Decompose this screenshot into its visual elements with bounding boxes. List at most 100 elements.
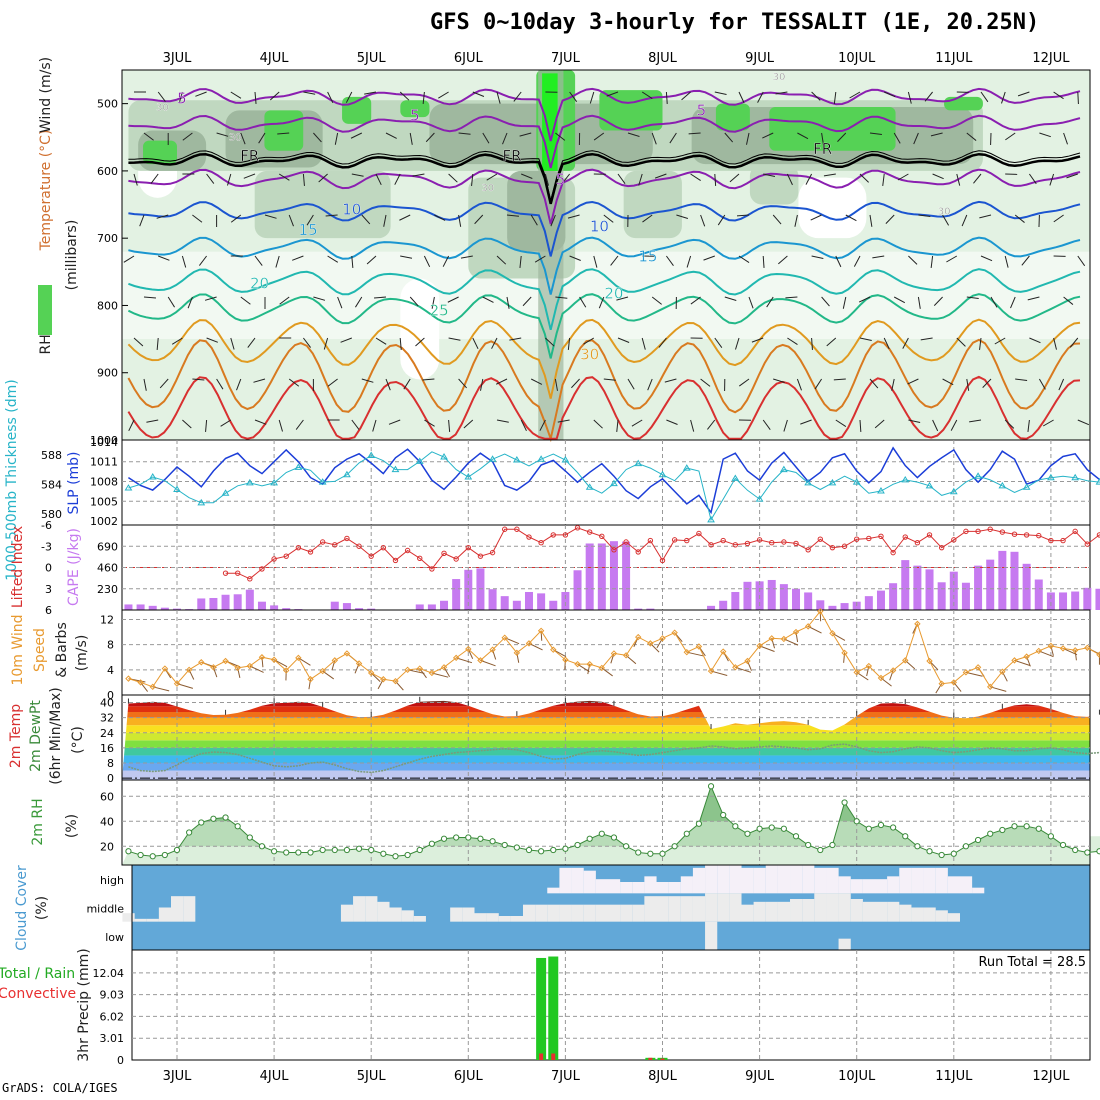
cape-bar xyxy=(743,581,752,610)
rh-point xyxy=(659,850,666,857)
wind-barb xyxy=(327,255,339,263)
rh-point xyxy=(173,846,181,854)
wind-barb xyxy=(480,378,484,391)
wind-speed-point xyxy=(198,659,205,666)
wind-speed-point xyxy=(768,635,775,642)
wind-barb xyxy=(913,132,919,145)
wind-barb xyxy=(195,91,207,97)
wind-speed-point xyxy=(865,662,873,670)
wind-barb xyxy=(279,296,290,305)
wind-speed-point xyxy=(695,643,703,650)
dry-pocket xyxy=(798,177,867,239)
thickness-point xyxy=(1022,483,1031,490)
cloud-middle-cell xyxy=(474,913,487,922)
wind-barb xyxy=(496,419,509,423)
wind-barb xyxy=(513,91,522,102)
cape-bar xyxy=(937,582,946,610)
wind-barb xyxy=(759,645,775,652)
rh-point xyxy=(974,836,982,844)
wind-barb xyxy=(1027,296,1040,301)
cloud-middle-cell xyxy=(183,896,196,922)
cape-bar xyxy=(876,590,885,610)
cloud-high-cell xyxy=(862,879,876,894)
lifted-index-point xyxy=(271,556,277,562)
wind-barb xyxy=(139,214,145,227)
pressure-axis-label: (millibars) xyxy=(64,220,80,291)
rh-point xyxy=(562,845,569,852)
wind-barb xyxy=(1042,419,1054,427)
wind-barb xyxy=(700,378,711,387)
credit-text: GrADS: COLA/IGES xyxy=(2,1081,118,1095)
precip-convective-bar xyxy=(539,1053,544,1060)
rh-point xyxy=(501,841,508,849)
wind-barb xyxy=(448,173,458,183)
wind-barb xyxy=(159,378,169,389)
cloud-high-cell xyxy=(668,882,681,894)
wind-barb xyxy=(729,173,740,183)
thickness-point xyxy=(585,483,594,490)
wind-speed-point xyxy=(732,664,739,671)
temp-tick-label: 24 xyxy=(100,727,114,740)
cape-tick-label: 230 xyxy=(97,583,118,596)
rh-point xyxy=(428,840,435,847)
wind-barb xyxy=(273,659,288,668)
thickness-tick-label: 580 xyxy=(41,508,62,521)
rh-point xyxy=(780,825,787,832)
cape-bar xyxy=(634,608,643,610)
wind-barb xyxy=(869,214,873,227)
lifted-index-point xyxy=(477,553,484,559)
wind-barb xyxy=(710,670,728,676)
wind-barb xyxy=(956,337,966,347)
wind-speed-point xyxy=(185,666,193,674)
lifted-index-point xyxy=(319,539,326,545)
lifted-index-point xyxy=(441,550,447,557)
lifted-index-point xyxy=(659,557,666,564)
wind-barb xyxy=(323,337,329,350)
wind-barb xyxy=(859,337,872,341)
cloud-high-cell xyxy=(899,867,912,894)
isotherm-line xyxy=(127,338,1081,443)
wind-barb xyxy=(616,296,629,301)
wind-barb xyxy=(579,296,587,308)
cloud-high-cell xyxy=(583,870,596,894)
cape-bar xyxy=(561,591,570,610)
cloud-middle-cell xyxy=(583,904,596,922)
cloud-middle-cell xyxy=(571,904,584,922)
wind-barb xyxy=(703,255,715,261)
cape-bar xyxy=(1034,579,1043,610)
precip-tick-label: 9.03 xyxy=(100,989,125,1002)
thickness-point xyxy=(391,465,400,473)
lifted-index-point xyxy=(890,549,896,556)
rh-point xyxy=(149,853,156,860)
rh-point xyxy=(513,844,520,851)
wind-barb xyxy=(442,255,450,267)
wind-barb xyxy=(278,173,290,181)
wind-speed-point xyxy=(489,646,496,653)
isotherm-label: 15 xyxy=(638,248,657,266)
wind-speed-point xyxy=(537,627,545,634)
wind-barb xyxy=(641,91,653,99)
slp-thickness-frame xyxy=(121,439,1091,526)
precip-frame xyxy=(131,949,1091,1061)
cape-bar xyxy=(974,565,983,610)
wind-barb xyxy=(872,255,885,259)
wind-barb xyxy=(651,296,662,305)
wind-barb xyxy=(471,173,474,186)
temp-bands xyxy=(122,700,1090,780)
wind-barb xyxy=(254,255,263,266)
cloud-high-cell xyxy=(911,867,924,894)
rh-point xyxy=(186,829,193,836)
wind-speed-point xyxy=(1047,642,1055,650)
wind-barb xyxy=(554,378,558,391)
day-label-top: 8JUL xyxy=(648,51,678,66)
wind-barb xyxy=(1015,378,1028,381)
pressure-tick-label: 1000 xyxy=(90,434,118,447)
wind-frame xyxy=(121,609,1091,696)
lifted-axis-label: Lifted Index xyxy=(10,526,26,608)
cloud-middle-cell xyxy=(923,907,936,922)
isotherm-line xyxy=(128,87,1081,142)
wind-speed-point xyxy=(1071,647,1079,654)
cloud-middle-cell xyxy=(680,896,693,922)
day-label-bottom: 8JUL xyxy=(648,1069,678,1084)
cloud-middle-cell xyxy=(620,904,633,922)
